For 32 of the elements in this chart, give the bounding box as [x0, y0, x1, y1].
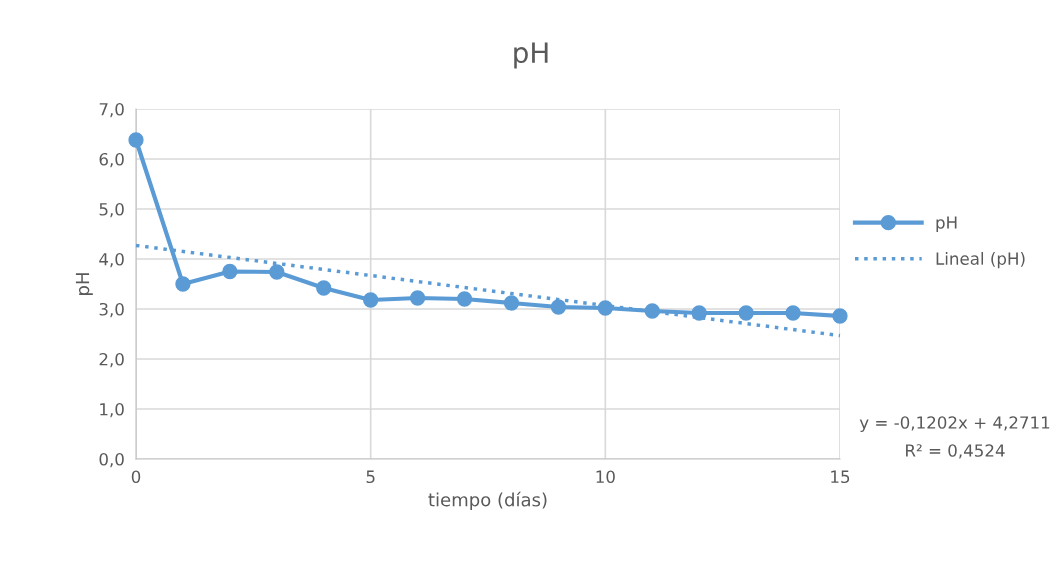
- text: R² = 0,4524: [906, 444, 1005, 459]
- point: [456, 291, 473, 307]
- point: [503, 295, 520, 311]
- point: [550, 299, 567, 315]
- text: y = -0,1202x + 4,2711: [859, 416, 1050, 433]
- chart-title: pH: [514, 42, 548, 69]
- point: [128, 132, 144, 148]
- y-tick-label: 0,0: [99, 452, 124, 468]
- x-tick-label: 10: [596, 470, 615, 484]
- point: [785, 305, 801, 321]
- point: [409, 290, 426, 306]
- y-tick-label: 7,0: [99, 102, 124, 118]
- y-tick-label: 1,0: [100, 402, 124, 418]
- y-tick-label: 2,0: [99, 352, 124, 368]
- x-tick-label: 5: [366, 470, 375, 484]
- point: [832, 308, 848, 324]
- x-tick-label: 15: [831, 470, 850, 484]
- point: [738, 305, 754, 321]
- y-tick-label: 4,0: [99, 252, 124, 268]
- point: [222, 263, 238, 280]
- point: [363, 292, 379, 308]
- x-axis-title: tiempo (días): [428, 491, 547, 510]
- point: [316, 280, 332, 296]
- y-tick-label: 3,0: [99, 302, 124, 318]
- y-tick-label: 6,0: [99, 152, 124, 168]
- point: [269, 264, 285, 280]
- point: [175, 276, 191, 292]
- legend-label: pH: [936, 216, 957, 232]
- legend-label: Lineal (pH): [936, 252, 1025, 269]
- y-axis-title: pH: [75, 273, 93, 295]
- y-tick-label: 5,0: [99, 202, 124, 218]
- x-tick-label: 0: [131, 470, 141, 484]
